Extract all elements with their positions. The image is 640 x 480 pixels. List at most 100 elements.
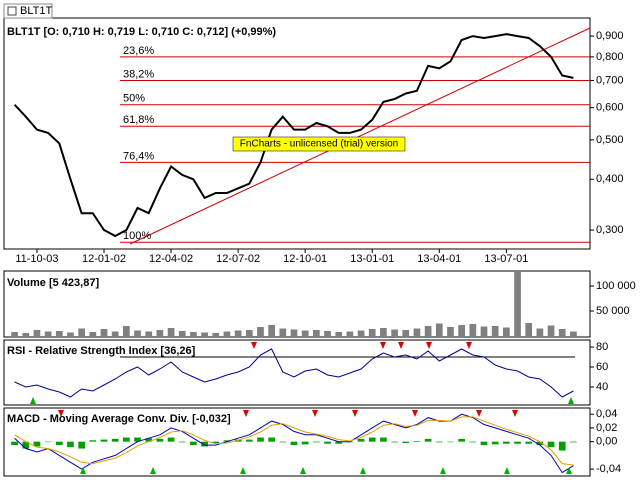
y-tick-label: 0,600 xyxy=(596,102,624,114)
bar xyxy=(469,441,477,443)
bar xyxy=(525,323,533,336)
x-tick-label: 12-07-02 xyxy=(216,253,260,265)
y-tick-label: 60 xyxy=(596,361,608,373)
bar xyxy=(458,325,465,336)
bar xyxy=(558,329,566,336)
bar xyxy=(480,441,488,446)
x-tick-label: 12-04-02 xyxy=(149,253,193,265)
bar xyxy=(33,330,41,336)
bar xyxy=(424,326,432,336)
y-tick-label: 0,400 xyxy=(596,173,624,185)
plot-layers: BLT1T [O: 0,710 H: 0,719 L: 0,710 C: 0,7… xyxy=(7,26,636,475)
watermark-box xyxy=(232,136,406,152)
bar xyxy=(167,437,175,442)
bar xyxy=(55,331,63,336)
bar xyxy=(335,332,343,336)
bar xyxy=(245,330,253,336)
bar xyxy=(480,326,488,336)
bar xyxy=(458,438,465,442)
bar xyxy=(67,441,74,448)
y-tick-label: 80 xyxy=(596,341,608,353)
bar xyxy=(178,331,186,336)
fib-label: 38,2% xyxy=(123,68,154,80)
y-tick-label: 0,900 xyxy=(596,30,624,42)
bar xyxy=(201,441,208,447)
bar xyxy=(368,437,376,442)
bar xyxy=(257,327,264,336)
bar xyxy=(55,441,63,446)
bar xyxy=(570,441,577,443)
watermark: FnCharts - unlicensed (trial) version xyxy=(240,139,398,150)
bar xyxy=(324,331,331,336)
bar xyxy=(357,438,365,442)
y-tick-label: 0,00 xyxy=(596,436,617,448)
bar xyxy=(234,330,242,336)
fib-label: 61,8% xyxy=(123,114,154,126)
bar xyxy=(391,441,398,443)
bar xyxy=(11,332,18,336)
bar xyxy=(514,271,521,336)
bar xyxy=(245,439,253,442)
line xyxy=(14,348,574,398)
bar xyxy=(268,325,275,336)
y-tick-label: 100 000 xyxy=(596,280,636,292)
tab-icon[interactable] xyxy=(7,6,17,16)
bar xyxy=(547,441,555,448)
y-tick-label: 0,04 xyxy=(596,408,617,420)
x-tick-label: 13-01-01 xyxy=(350,253,394,265)
y-tick-label: 40 xyxy=(596,381,608,393)
bar xyxy=(290,441,298,446)
fib-label: 23,6% xyxy=(123,45,154,57)
bar xyxy=(145,331,153,336)
line xyxy=(13,33,574,238)
bar xyxy=(525,441,533,444)
line xyxy=(14,413,574,474)
bar xyxy=(223,331,231,336)
bar xyxy=(558,441,566,451)
x-tick-label: 13-07-01 xyxy=(484,253,528,265)
bar xyxy=(22,441,30,449)
y-tick-label: 0,300 xyxy=(596,224,624,236)
y-tick-label: 0,800 xyxy=(596,51,624,63)
bar xyxy=(223,440,231,442)
bar xyxy=(279,441,287,443)
x-tick-label: 12-10-01 xyxy=(283,253,327,265)
fib-label: 100% xyxy=(123,230,151,242)
bar xyxy=(134,330,141,336)
tab-label: BLT1T xyxy=(20,5,52,17)
bar xyxy=(503,441,510,444)
bar xyxy=(413,328,421,336)
bar xyxy=(313,330,320,336)
bar xyxy=(78,441,85,449)
bar xyxy=(145,438,153,442)
trend-line xyxy=(129,27,591,245)
bar xyxy=(44,441,52,443)
bar xyxy=(123,326,130,336)
bar xyxy=(536,328,544,336)
bar xyxy=(11,441,18,446)
bar xyxy=(447,327,454,336)
bar xyxy=(290,329,298,336)
bar xyxy=(44,331,52,336)
panel-title: MACD - Moving Average Conv. Div. [-0,032… xyxy=(7,413,231,425)
bar xyxy=(190,441,197,446)
fib-label: 50% xyxy=(123,93,145,105)
bar xyxy=(301,441,309,445)
bar xyxy=(391,329,398,336)
line xyxy=(14,416,574,466)
bar xyxy=(111,438,119,442)
bar xyxy=(167,328,175,336)
bar xyxy=(111,331,119,336)
bar xyxy=(435,441,443,443)
bar xyxy=(156,330,164,336)
bar xyxy=(22,333,30,336)
x-tick-label: 12-01-02 xyxy=(82,253,126,265)
bar xyxy=(413,440,421,442)
bar xyxy=(402,441,410,444)
y-tick-label: 0,02 xyxy=(596,422,617,434)
bar xyxy=(380,437,387,442)
bar xyxy=(279,328,287,336)
bar xyxy=(402,330,410,336)
bar xyxy=(536,441,544,446)
bar xyxy=(514,441,521,444)
